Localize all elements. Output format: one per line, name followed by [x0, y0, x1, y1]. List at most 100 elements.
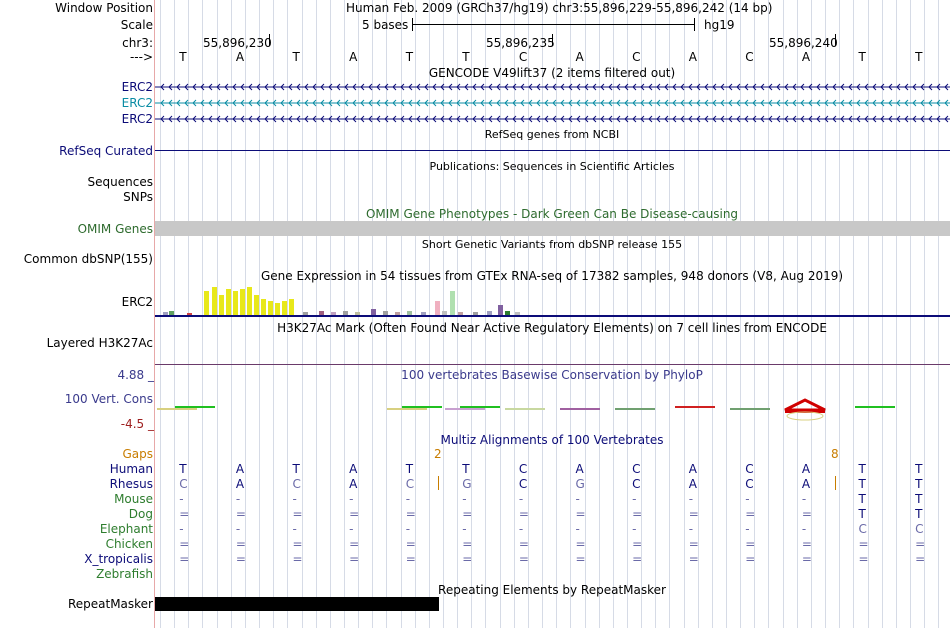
omim-track-title[interactable]: OMIM Gene Phenotypes - Dark Green Can Be…	[365, 207, 739, 221]
gtex-track-label[interactable]: ERC2	[121, 295, 153, 309]
tissue-bar[interactable]	[187, 313, 192, 315]
alignment-base: -	[688, 492, 694, 506]
tissue-bar[interactable]	[247, 287, 252, 315]
dbsnp-track-label[interactable]: Common dbSNP(155)	[23, 252, 153, 266]
gtex-track-title[interactable]: Gene Expression in 54 tissues from GTEx …	[260, 269, 844, 283]
alignment-base: -	[632, 492, 637, 506]
pubs-sequences-label[interactable]: Sequences	[87, 175, 153, 189]
rmsk-element-bar[interactable]	[155, 597, 439, 611]
tissue-bar[interactable]	[169, 311, 174, 315]
gencode-track-title[interactable]: GENCODE V49lift37 (2 items filtered out)	[428, 66, 676, 80]
tissue-bar[interactable]	[407, 311, 412, 315]
strand-arrow	[664, 99, 669, 107]
rmsk-track-title[interactable]: Repeating Elements by RepeatMasker	[438, 583, 666, 597]
gencode-item-label[interactable]: ERC2	[121, 80, 153, 94]
tissue-bar[interactable]	[240, 289, 245, 315]
strand-arrow	[864, 99, 869, 107]
grid-line	[485, 0, 486, 628]
species-label[interactable]: Elephant	[99, 522, 153, 536]
strand-arrow	[216, 115, 221, 123]
alignment-base: =	[179, 552, 190, 566]
tissue-bar[interactable]	[435, 301, 440, 315]
tissue-bar[interactable]	[421, 312, 426, 315]
refseq-track-label[interactable]: RefSeq Curated	[59, 144, 153, 158]
tissue-bar[interactable]	[505, 311, 510, 315]
species-label[interactable]: X_tropicalis	[84, 552, 153, 566]
tissue-bar[interactable]	[487, 311, 492, 315]
cons-track-title[interactable]: 100 vertebrates Basewise Conservation by…	[401, 368, 703, 382]
alignment-base: =	[688, 537, 699, 551]
tissue-bar[interactable]	[204, 291, 209, 315]
tissue-bar[interactable]	[282, 301, 287, 315]
tissue-bar[interactable]	[450, 291, 455, 315]
strand-arrow	[752, 99, 757, 107]
strand-arrow	[504, 99, 509, 107]
strand-arrow	[288, 115, 293, 123]
species-label[interactable]: Chicken	[105, 537, 153, 551]
tissue-bar[interactable]	[261, 299, 266, 315]
h3k27ac-track-title[interactable]: H3K27Ac Mark (Often Found Near Active Re…	[277, 321, 827, 335]
strand-arrow	[632, 83, 637, 91]
strand-arrow	[808, 115, 813, 123]
gencode-gene-models[interactable]	[155, 80, 950, 126]
grid-line	[669, 0, 670, 628]
tissue-bar[interactable]	[458, 312, 463, 315]
gaps-label[interactable]: Gaps	[122, 447, 153, 461]
cons-track-label[interactable]: 100 Vert. Cons	[64, 392, 153, 406]
tissue-bar[interactable]	[226, 289, 231, 315]
tissue-bar[interactable]	[163, 312, 168, 315]
tissue-bar[interactable]	[473, 312, 478, 315]
alignment-base: C	[405, 477, 415, 491]
tissue-bar[interactable]	[275, 303, 280, 315]
gencode-item-label[interactable]: ERC2	[121, 96, 153, 110]
species-label[interactable]: Human	[109, 462, 153, 476]
tissue-bar[interactable]	[268, 301, 273, 315]
tissue-bar[interactable]	[331, 312, 336, 315]
species-label[interactable]: Rhesus	[109, 477, 153, 491]
strand-arrow	[200, 83, 205, 91]
tissue-bar[interactable]	[383, 311, 388, 315]
tissue-bar[interactable]	[515, 312, 520, 315]
alignment-base: T	[405, 462, 414, 476]
strand-arrow	[896, 99, 901, 107]
species-label[interactable]: Zebrafish	[96, 567, 153, 581]
h3k27ac-track-label[interactable]: Layered H3K27Ac	[46, 336, 153, 350]
species-label[interactable]: Dog	[128, 507, 153, 521]
strand-arrow	[456, 99, 461, 107]
cons-wiggle[interactable]	[155, 398, 950, 428]
tissue-bar[interactable]	[212, 287, 217, 315]
omim-track-label[interactable]: OMIM Genes	[77, 222, 153, 236]
tissue-bar[interactable]	[303, 312, 308, 315]
strand-arrow	[632, 99, 637, 107]
tissue-bar[interactable]	[254, 295, 259, 315]
species-label[interactable]: Mouse	[114, 492, 153, 506]
omim-gene-bar[interactable]	[155, 221, 950, 236]
tissue-bar[interactable]	[289, 299, 294, 315]
grid-line	[882, 0, 883, 628]
alignment-base: =	[179, 507, 190, 521]
tissue-bar[interactable]	[371, 309, 376, 315]
tissue-bar[interactable]	[219, 295, 224, 315]
tissue-bar[interactable]	[442, 311, 447, 315]
strand-arrow	[264, 115, 269, 123]
tissue-bar[interactable]	[233, 291, 238, 315]
tissue-bar[interactable]	[355, 312, 360, 315]
rmsk-track-label[interactable]: RepeatMasker	[67, 597, 153, 611]
tissue-bar[interactable]	[319, 311, 324, 315]
tissue-bar[interactable]	[343, 311, 348, 315]
multiz-track-title[interactable]: Multiz Alignments of 100 Vertebrates	[440, 433, 664, 447]
dbsnp-track-title[interactable]: Short Genetic Variants from dbSNP releas…	[421, 238, 683, 251]
pubs-snps-label[interactable]: SNPs	[123, 190, 153, 204]
tissue-bar[interactable]	[498, 305, 503, 315]
tissue-bar[interactable]	[395, 312, 400, 315]
grid-line	[641, 0, 642, 628]
gtex-expression-bars[interactable]	[155, 284, 950, 318]
base-letter: A	[575, 50, 584, 64]
refseq-track-title[interactable]: RefSeq genes from NCBI	[484, 128, 620, 141]
refseq-gene-line[interactable]	[155, 150, 950, 151]
pubs-track-title[interactable]: Publications: Sequences in Scientific Ar…	[429, 160, 675, 173]
alignment-base: =	[915, 552, 926, 566]
strand-arrow	[880, 99, 885, 107]
gencode-item-label[interactable]: ERC2	[121, 112, 153, 126]
